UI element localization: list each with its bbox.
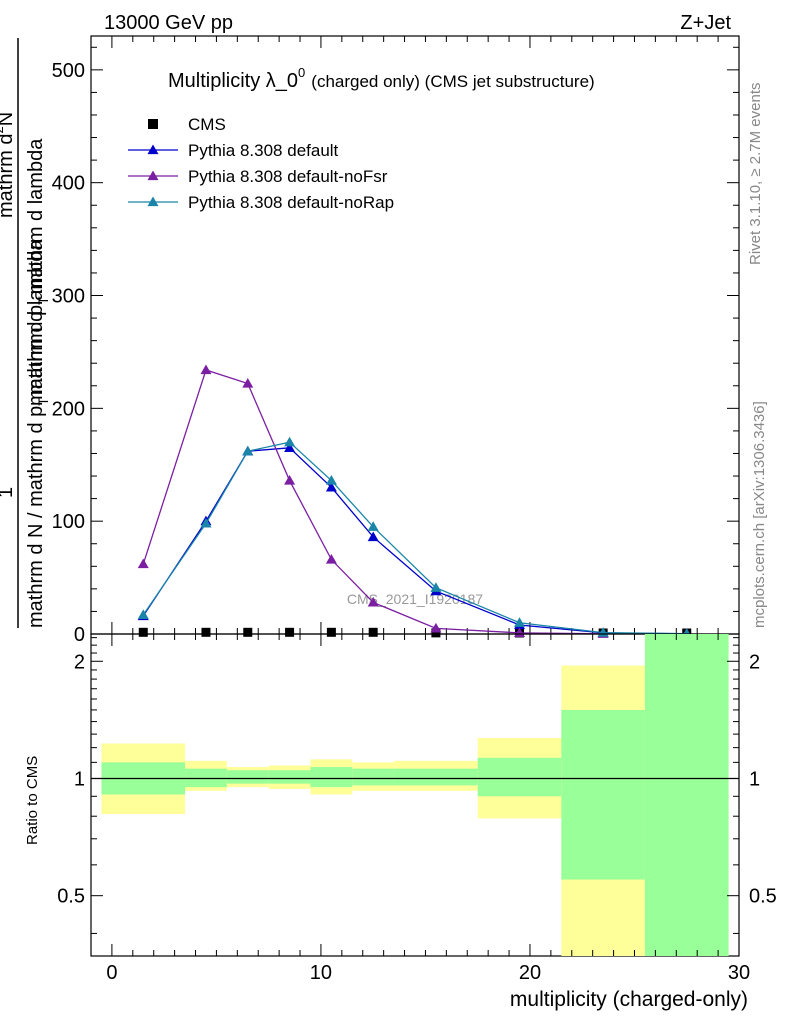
ratio-band-inner xyxy=(226,770,269,784)
series-line-2 xyxy=(142,369,687,635)
rivet-label: Rivet 3.1.10, ≥ 2.7M events xyxy=(747,83,764,266)
ylabel-top-den-sub: T xyxy=(35,296,51,305)
data-point-3 xyxy=(284,436,296,447)
legend-label: Pythia 8.308 default-noFsr xyxy=(188,167,388,186)
title-note: (charged only) (CMS jet substructure) xyxy=(311,72,594,91)
ylabel-top-num: mathrm d xyxy=(0,134,17,218)
data-point-2 xyxy=(325,554,337,564)
header-left-label: 13000 GeV pp xyxy=(104,12,233,34)
x-tick-label: 0 xyxy=(106,962,117,984)
data-point-cms xyxy=(326,627,336,637)
y-tick-label: 400 xyxy=(52,173,85,195)
data-point-3 xyxy=(200,517,212,528)
legend-marker xyxy=(148,119,158,129)
legend-marker xyxy=(147,144,159,155)
ylabel-top-den-rest: mathrm d lambda xyxy=(25,138,47,294)
mcplots-label: mcplots.cern.ch [arXiv:1306.3436] xyxy=(751,401,768,628)
data-point-cms xyxy=(243,627,253,637)
data-point-cms xyxy=(285,627,295,637)
main-y-axis-title: mathrm d N / mathrm d pTmathrm d lambda … xyxy=(0,38,51,628)
legend-marker xyxy=(147,170,159,181)
ratio-band-inner xyxy=(352,768,395,786)
title-main: Multiplicity λ_0 xyxy=(168,70,298,92)
data-point-2 xyxy=(284,475,296,485)
y-tick-label: 100 xyxy=(52,511,85,533)
ratio-y-tick-label-right: 0.5 xyxy=(749,886,777,908)
ratio-band-inner xyxy=(477,757,562,797)
ylabel-bot-den-rest: mathrm d lambda xyxy=(25,239,47,395)
legend-label: Pythia 8.308 default xyxy=(188,141,339,160)
data-point-2 xyxy=(367,596,379,607)
data-point-1 xyxy=(284,442,296,452)
ratio-y-tick-label-right: 2 xyxy=(749,651,760,673)
x-axis-title: multiplicity (charged-only) xyxy=(510,988,748,1011)
ratio-plot-frame xyxy=(90,633,740,957)
ylabel-bot-den: mathrm d N / mathrm d p xyxy=(25,406,47,628)
y-tick-label: 300 xyxy=(52,286,85,308)
ratio-band-inner xyxy=(310,767,353,788)
y-tick-label: 500 xyxy=(52,60,85,82)
legend-label: Pythia 8.308 default-noRap xyxy=(188,193,394,212)
ylabel-top-sup: 2 xyxy=(0,126,6,133)
ylabel-bot-den-sub: T xyxy=(35,397,51,406)
y-tick-label: 200 xyxy=(52,398,85,420)
data-point-1 xyxy=(367,531,379,542)
ratio-band-inner xyxy=(268,770,311,784)
ratio-band-inner xyxy=(561,709,645,880)
title-sup: 0 xyxy=(298,65,305,80)
header-right-label: Z+Jet xyxy=(680,12,731,34)
ratio-y-tick-label-right: 1 xyxy=(749,768,760,790)
data-point-2 xyxy=(430,622,442,633)
main-plot-title: Multiplicity λ_00 (charged only) (CMS jet… xyxy=(168,65,595,92)
ratio-y-tick-label: 2 xyxy=(74,651,85,673)
data-point-3 xyxy=(367,521,379,531)
data-point-2 xyxy=(200,364,212,375)
data-point-3 xyxy=(137,609,149,619)
legend-marker xyxy=(147,196,159,207)
data-point-cms xyxy=(368,627,378,637)
watermark-label: CMS_2021_I1920187 xyxy=(347,591,483,607)
data-point-cms xyxy=(201,627,211,637)
data-point-3 xyxy=(430,582,442,592)
ylabel-top-n: N xyxy=(0,112,17,126)
data-point-3 xyxy=(242,445,254,456)
data-point-1 xyxy=(325,481,337,492)
x-tick-label: 20 xyxy=(519,962,541,984)
ratio-y-axis-title: Ratio to CMS xyxy=(24,756,41,845)
data-point-2 xyxy=(242,378,254,388)
x-tick-label: 30 xyxy=(728,962,750,984)
ratio-band-inner xyxy=(644,634,729,956)
ylabel-top-den: mathrm d p xyxy=(25,305,47,406)
series-line-3 xyxy=(142,441,687,635)
y-tick-label: 0 xyxy=(74,624,85,646)
x-tick-label: 10 xyxy=(310,962,332,984)
data-point-cms xyxy=(138,627,148,637)
data-point-3 xyxy=(514,617,526,627)
svg-text:mathrm d pTmathrm d lambda: mathrm d pTmathrm d lambda xyxy=(25,138,51,406)
ratio-y-tick-label: 0.5 xyxy=(57,886,85,908)
data-point-3 xyxy=(325,475,337,485)
data-point-cms xyxy=(431,628,441,638)
ratio-y-tick-label: 1 xyxy=(74,768,85,790)
ratio-band-inner xyxy=(394,768,478,786)
svg-text:mathrm d2N: mathrm d2N xyxy=(0,112,17,218)
data-point-2 xyxy=(137,558,149,569)
legend-label: CMS xyxy=(188,115,226,134)
svg-text:mathrm d N / mathrm d pTmathrm: mathrm d N / mathrm d pTmathrm d lambda xyxy=(25,239,51,628)
ylabel-one: 1 xyxy=(0,487,17,498)
